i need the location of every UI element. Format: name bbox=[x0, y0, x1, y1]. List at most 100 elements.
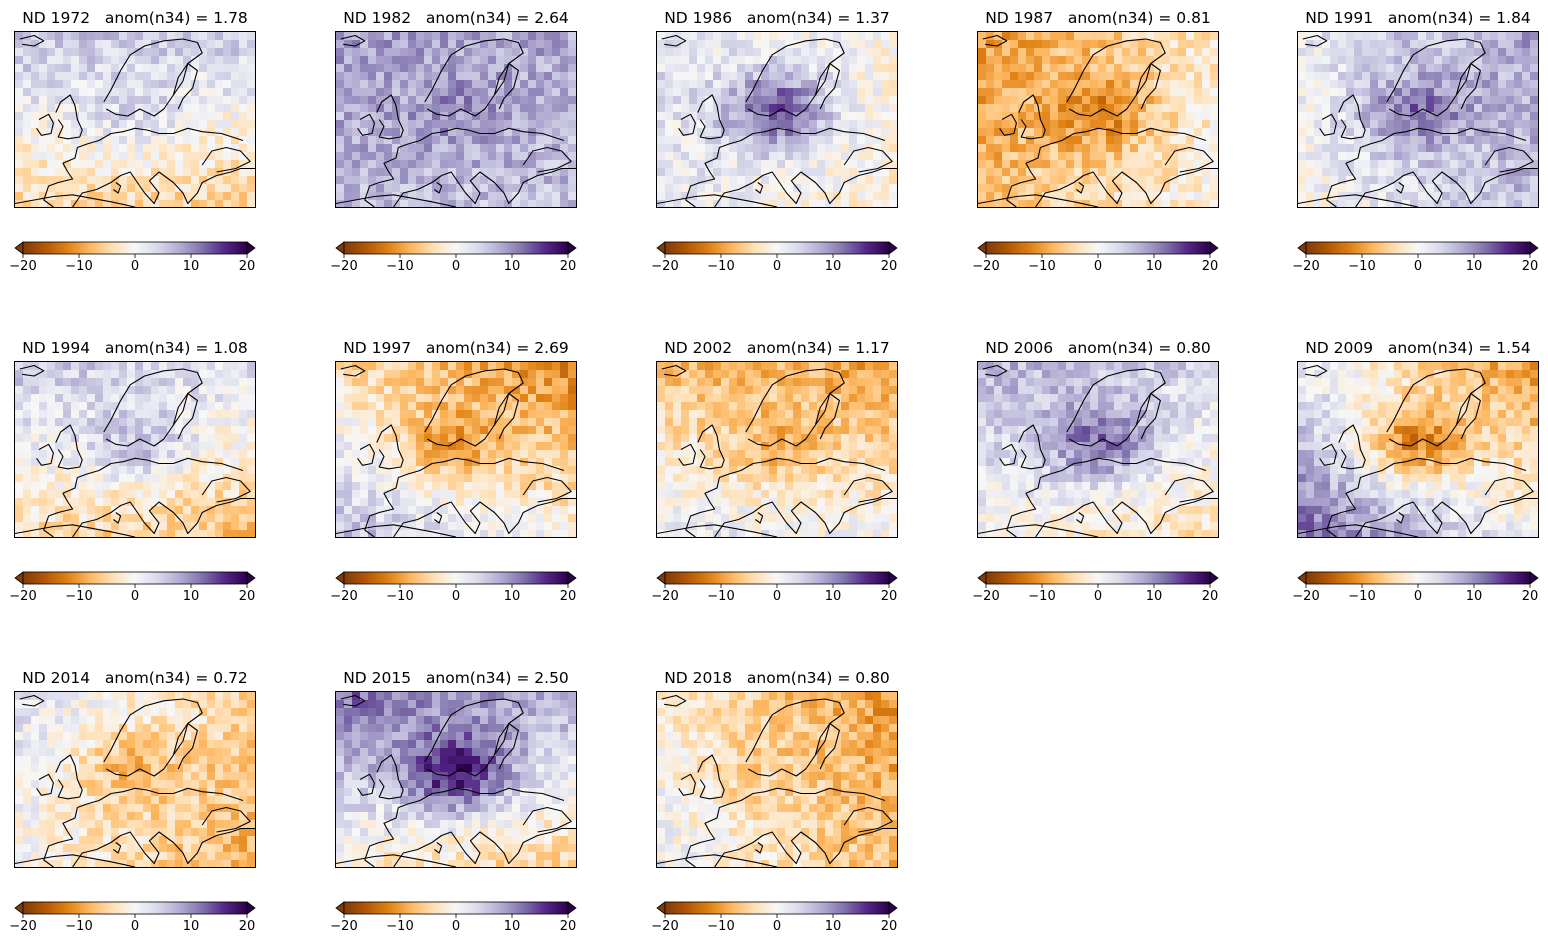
ireland-coast bbox=[36, 443, 54, 466]
field-cell bbox=[103, 136, 112, 145]
field-cell bbox=[480, 506, 489, 515]
field-cell bbox=[1202, 128, 1211, 137]
field-cell bbox=[79, 56, 88, 65]
field-cell bbox=[665, 64, 674, 73]
field-cell bbox=[994, 112, 1003, 121]
field-cell bbox=[376, 72, 385, 81]
field-cell bbox=[360, 120, 369, 129]
field-cell bbox=[833, 370, 842, 379]
field-cell bbox=[416, 104, 425, 113]
field-cell bbox=[480, 72, 489, 81]
field-cell bbox=[408, 128, 417, 137]
field-cell bbox=[472, 482, 481, 491]
field-cell bbox=[432, 450, 441, 459]
field-cell bbox=[23, 498, 32, 507]
field-cell bbox=[1138, 48, 1147, 57]
field-cell bbox=[1330, 136, 1339, 145]
field-cell bbox=[344, 88, 353, 97]
field-cell bbox=[1354, 168, 1363, 177]
field-cell bbox=[1426, 72, 1435, 81]
field-cell bbox=[689, 378, 698, 387]
field-cell bbox=[79, 378, 88, 387]
field-cell bbox=[705, 72, 714, 81]
field-cell bbox=[737, 176, 746, 185]
field-cell bbox=[464, 530, 473, 537]
field-cell bbox=[432, 160, 441, 169]
field-cell bbox=[223, 426, 232, 435]
field-cell bbox=[1154, 192, 1163, 201]
field-cell bbox=[464, 160, 473, 169]
field-cell bbox=[344, 370, 353, 379]
field-cell bbox=[191, 200, 200, 207]
field-cell bbox=[199, 64, 208, 73]
field-cell bbox=[1482, 136, 1491, 145]
field-cell bbox=[1314, 112, 1323, 121]
field-cell bbox=[681, 88, 690, 97]
field-cell bbox=[231, 112, 240, 121]
field-cell bbox=[681, 200, 690, 207]
field-cell bbox=[103, 56, 112, 65]
field-cell bbox=[15, 176, 24, 185]
field-cell bbox=[713, 96, 722, 105]
field-cell bbox=[352, 450, 361, 459]
field-cell bbox=[1442, 48, 1451, 57]
field-cell bbox=[504, 32, 513, 41]
field-cell bbox=[705, 64, 714, 73]
field-cell bbox=[857, 192, 866, 201]
field-cell bbox=[1442, 200, 1451, 207]
field-cell bbox=[175, 418, 184, 427]
field-cell bbox=[544, 128, 553, 137]
field-cell bbox=[729, 394, 738, 403]
field-cell bbox=[865, 120, 874, 129]
field-cell bbox=[360, 362, 369, 371]
field-cell bbox=[392, 394, 401, 403]
field-cell bbox=[1178, 56, 1187, 65]
field-cell bbox=[1034, 56, 1043, 65]
field-cell bbox=[1042, 56, 1051, 65]
field-cell bbox=[994, 136, 1003, 145]
field-cell bbox=[825, 362, 834, 371]
field-cell bbox=[55, 530, 64, 537]
field-cell bbox=[568, 160, 576, 169]
field-cell bbox=[1162, 136, 1171, 145]
field-cell bbox=[175, 32, 184, 41]
field-cell bbox=[15, 144, 24, 153]
great-britain-coast bbox=[1018, 94, 1046, 140]
field-cell bbox=[833, 192, 842, 201]
field-cell bbox=[857, 120, 866, 129]
field-cell bbox=[1490, 120, 1499, 129]
field-cell bbox=[31, 88, 40, 97]
field-cell bbox=[63, 160, 72, 169]
field-cell bbox=[512, 362, 521, 371]
field-cell bbox=[1506, 104, 1515, 113]
field-cell bbox=[191, 192, 200, 201]
field-cell bbox=[849, 152, 858, 161]
field-cell bbox=[456, 120, 465, 129]
field-cell bbox=[713, 394, 722, 403]
field-cell bbox=[135, 64, 144, 73]
field-cell bbox=[1530, 112, 1538, 121]
field-cell bbox=[881, 88, 890, 97]
field-cell bbox=[456, 514, 465, 523]
field-cell bbox=[1418, 192, 1427, 201]
field-cell bbox=[1186, 48, 1195, 57]
field-cell bbox=[681, 184, 690, 193]
field-cell bbox=[793, 152, 802, 161]
field-cell bbox=[424, 152, 433, 161]
field-cell bbox=[167, 96, 176, 105]
field-cell bbox=[336, 80, 345, 89]
field-cell bbox=[1426, 96, 1435, 105]
field-cell bbox=[1450, 120, 1459, 129]
field-cell bbox=[512, 112, 521, 121]
field-cell bbox=[713, 88, 722, 97]
field-cell bbox=[191, 80, 200, 89]
field-cell bbox=[1490, 144, 1499, 153]
field-cell bbox=[87, 394, 96, 403]
field-cell bbox=[400, 64, 409, 73]
field-cell bbox=[15, 378, 24, 387]
field-cell bbox=[440, 160, 449, 169]
field-cell bbox=[239, 402, 248, 411]
field-cell bbox=[111, 160, 120, 169]
field-cell bbox=[231, 152, 240, 161]
field-cell bbox=[472, 442, 481, 451]
